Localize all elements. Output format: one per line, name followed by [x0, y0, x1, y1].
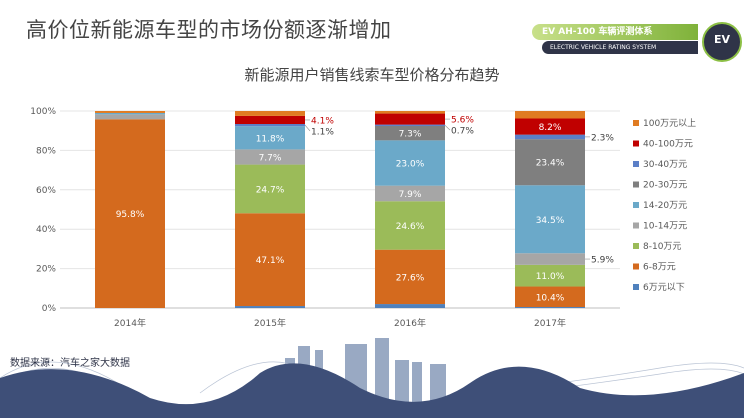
bar-segment: [95, 112, 165, 115]
data-label: 8.2%: [539, 123, 562, 133]
legend-swatch: [633, 140, 639, 147]
bar-segment: [235, 111, 305, 116]
bar-segment: [235, 115, 305, 125]
legend-swatch: [633, 284, 639, 290]
legend-label: 6-8万元: [643, 263, 676, 273]
legend-swatch: [633, 120, 639, 126]
data-source: 数据来源：汽车之家大数据: [10, 358, 130, 369]
bar-segment: [95, 111, 165, 113]
bar-segment: [515, 253, 585, 265]
skyline-decoration: [0, 338, 744, 418]
legend-label: 30-40万元: [643, 160, 687, 170]
data-label: 10.4%: [536, 293, 565, 303]
data-label: 27.6%: [396, 273, 425, 283]
bar-segment: [375, 125, 445, 141]
legend-swatch: [633, 222, 639, 229]
bar-segment: [375, 111, 445, 114]
bar-segment: [235, 124, 305, 127]
legend-label: 10-14万元: [643, 222, 687, 232]
data-label: 47.1%: [256, 256, 285, 266]
data-label: 7.7%: [259, 153, 282, 163]
data-label: 11.8%: [256, 134, 285, 144]
bar-segment: [95, 114, 165, 120]
bar-segment: [515, 185, 585, 254]
bar-segment: [515, 264, 585, 287]
legend-label: 40-100万元: [643, 140, 693, 150]
data-label: 24.7%: [256, 185, 285, 195]
y-tick-label: 40%: [36, 225, 56, 235]
bar-segment: [375, 201, 445, 250]
badge-logo: EV: [702, 22, 742, 62]
legend-swatch: [633, 161, 639, 167]
legend-swatch: [633, 263, 639, 270]
bar-segment: [375, 185, 445, 202]
data-label: 34.5%: [536, 216, 565, 226]
stacked-bar-chart: 0% 20% 40% 60% 80% 100% 95.8% 2014年 47.1% 24.7% 7.…: [30, 107, 696, 329]
slide-title: 高价位新能源车型的市场份额逐渐增加: [26, 18, 392, 42]
leader-line: [444, 125, 451, 131]
data-label: 2.3%: [591, 133, 614, 143]
leader-line: [304, 124, 311, 132]
y-tick-label: 20%: [36, 265, 56, 275]
data-label: 5.6%: [451, 116, 474, 126]
bar-segment: [95, 119, 165, 308]
data-label: 95.8%: [116, 210, 145, 220]
data-label: 4.1%: [311, 116, 334, 126]
bar-segment: [235, 149, 305, 165]
y-tick-label: 60%: [36, 186, 56, 196]
bar-segment: [515, 286, 585, 308]
badge-cn: EV AH-100 车辆评测体系: [532, 24, 698, 40]
data-label: 23.0%: [396, 160, 425, 170]
x-tick-label: 2015年: [254, 317, 286, 329]
data-label: 11.0%: [536, 272, 565, 282]
legend-swatch: [633, 202, 639, 208]
x-tick-label: 2016年: [394, 317, 426, 329]
bar-segment: [235, 164, 305, 214]
bar-segment: [515, 139, 585, 186]
bar-segment: [375, 113, 445, 125]
bar-segment: [375, 249, 445, 305]
ev-rating-badge: EV AH-100 车辆评测体系 ELECTRIC VEHICLE RATING…: [526, 22, 742, 62]
x-tick-label: 2017年: [534, 317, 566, 329]
legend-swatch: [633, 243, 639, 249]
legend-label: 14-20万元: [643, 201, 687, 211]
bar-segment: [375, 140, 445, 186]
y-tick-label: 0%: [42, 304, 57, 314]
data-label: 0.7%: [451, 127, 474, 137]
data-label: 23.4%: [536, 159, 565, 169]
data-label: 1.1%: [311, 127, 334, 137]
bar-segment: [515, 307, 585, 308]
y-tick-label: 100%: [30, 107, 56, 117]
legend-swatch: [633, 181, 639, 188]
data-label: 24.6%: [396, 222, 425, 232]
legend-label: 20-30万元: [643, 181, 687, 191]
bar-segment: [235, 213, 305, 307]
bar-segment: [375, 304, 445, 308]
bar-segment: [375, 124, 445, 126]
data-label: 7.3%: [399, 130, 422, 140]
legend-label: 8-10万元: [643, 242, 681, 252]
y-tick-label: 80%: [36, 146, 56, 156]
legend-label: 6万元以下: [643, 283, 685, 293]
bar-segment: [515, 134, 585, 140]
data-label: 5.9%: [591, 256, 614, 266]
x-tick-label: 2014年: [114, 317, 146, 329]
bar-segment: [515, 118, 585, 135]
bar-segment: [515, 111, 585, 119]
bar-segment: [235, 126, 305, 150]
chart-title: 新能源用户销售线索车型价格分布趋势: [244, 66, 500, 84]
data-label: 7.9%: [399, 190, 422, 200]
legend-label: 100万元以上: [643, 118, 696, 129]
bar-segment: [235, 306, 305, 308]
badge-en: ELECTRIC VEHICLE RATING SYSTEM: [542, 41, 698, 54]
